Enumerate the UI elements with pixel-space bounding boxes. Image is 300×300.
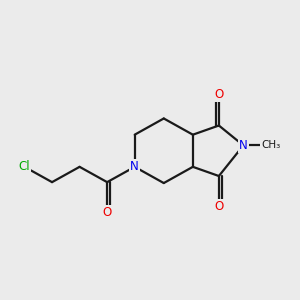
Text: O: O	[103, 206, 112, 219]
Text: N: N	[239, 139, 248, 152]
Text: Cl: Cl	[19, 160, 30, 173]
Text: CH₃: CH₃	[261, 140, 280, 150]
Text: O: O	[214, 88, 224, 101]
Text: N: N	[130, 160, 139, 173]
Text: O: O	[214, 200, 224, 213]
